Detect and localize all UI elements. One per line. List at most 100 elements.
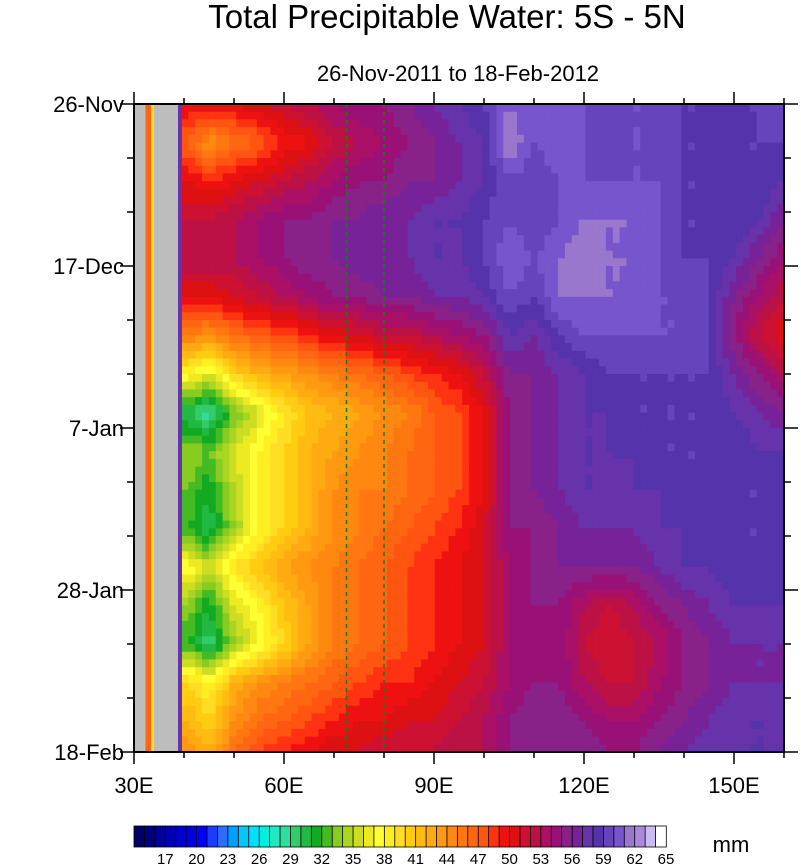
heatmap-cell: [427, 404, 436, 414]
heatmap-cell: [469, 134, 477, 144]
heatmap-cell: [448, 566, 456, 576]
heatmap-cell: [263, 551, 272, 560]
heatmap-cell: [318, 559, 326, 568]
heatmap-cell: [462, 674, 470, 684]
heatmap-cell: [386, 435, 395, 445]
heatmap-cell: [215, 242, 224, 252]
heatmap-cell: [195, 188, 203, 198]
heatmap-cell: [558, 289, 566, 298]
heatmap-cell: [284, 698, 292, 707]
heatmap-cell: [215, 366, 224, 375]
heatmap-cell: [249, 520, 258, 529]
heatmap-cell: [249, 744, 258, 753]
heatmap-cell: [571, 482, 580, 491]
heatmap-cell: [311, 235, 320, 244]
heatmap-cell: [489, 628, 498, 637]
heatmap-cell: [181, 458, 189, 468]
heatmap-cell: [366, 674, 374, 684]
heatmap-cell: [462, 296, 470, 306]
heatmap-cell: [530, 281, 539, 290]
heatmap-cell: [503, 590, 511, 599]
heatmap-cell: [188, 134, 196, 144]
heatmap-cell: [208, 597, 217, 607]
heatmap-cell: [462, 273, 470, 283]
heatmap-cell: [455, 289, 463, 298]
heatmap-cell: [544, 219, 552, 229]
heatmap-cell: [366, 559, 374, 568]
heatmap-cell: [455, 474, 463, 483]
heatmap-cell: [359, 350, 367, 360]
heatmap-cell: [229, 458, 237, 468]
heatmap-cell: [400, 281, 409, 290]
heatmap-cell: [551, 443, 559, 452]
heatmap-cell: [236, 458, 244, 468]
heatmap-cell: [188, 736, 196, 745]
heatmap-cell: [393, 698, 402, 707]
heatmap-cell: [345, 489, 354, 499]
heatmap-cell: [558, 119, 566, 128]
heatmap-cell: [530, 235, 539, 244]
heatmap-cell: [373, 188, 381, 198]
heatmap-cell: [270, 489, 278, 499]
heatmap-cell: [544, 343, 552, 352]
heatmap-cell: [407, 458, 415, 468]
heatmap-cell: [551, 127, 559, 136]
heatmap-cell: [277, 212, 285, 221]
heatmap-cell: [181, 528, 189, 537]
heatmap-cell: [352, 412, 361, 421]
heatmap-cell: [311, 443, 320, 452]
heatmap-cell: [263, 266, 272, 275]
heatmap-cell: [181, 566, 189, 576]
heatmap-cell: [366, 358, 374, 367]
heatmap-cell: [414, 358, 422, 367]
heatmap-cell: [414, 428, 422, 437]
heatmap-cell: [373, 721, 381, 730]
heatmap-cell: [455, 281, 463, 290]
heatmap-cell: [434, 736, 443, 745]
heatmap-cell: [469, 636, 477, 645]
heatmap-cell: [427, 505, 436, 514]
heatmap-cell: [571, 196, 580, 205]
heatmap-cell: [448, 196, 456, 205]
heatmap-cell: [297, 458, 306, 468]
heatmap-cell: [455, 728, 463, 738]
heatmap-cell: [551, 466, 559, 475]
heatmap-cell: [325, 628, 333, 637]
heatmap-cell: [448, 528, 456, 537]
heatmap-cell: [249, 273, 258, 283]
heatmap-cell: [263, 312, 272, 321]
heatmap-cell: [208, 736, 217, 745]
heatmap-cell: [338, 674, 347, 684]
heatmap-cell: [263, 466, 272, 475]
heatmap-cell: [441, 366, 450, 375]
heatmap-cell: [291, 636, 299, 645]
heatmap-cell: [400, 111, 409, 121]
heatmap-cell: [345, 165, 354, 175]
heatmap-cell: [537, 659, 545, 668]
heatmap-cell: [345, 296, 354, 306]
heatmap-cell: [489, 420, 498, 429]
heatmap-cell: [304, 536, 313, 545]
heatmap-cell: [181, 713, 189, 722]
heatmap-cell: [188, 366, 196, 375]
heatmap-cell: [345, 636, 354, 645]
heatmap-cell: [551, 350, 559, 360]
heatmap-cell: [249, 659, 258, 668]
heatmap-cell: [482, 219, 491, 229]
heatmap-cell: [318, 242, 326, 252]
heatmap-cell: [345, 104, 354, 113]
heatmap-cell: [318, 127, 326, 136]
heatmap-cell: [236, 659, 244, 668]
heatmap-cell: [571, 690, 580, 699]
heatmap-cell: [249, 250, 258, 259]
heatmap-cell: [544, 628, 552, 637]
heatmap-cell: [585, 381, 593, 391]
heatmap-cell: [243, 474, 251, 483]
heatmap-cell: [530, 412, 539, 421]
heatmap-cell: [414, 528, 422, 537]
heatmap-cell: [325, 651, 333, 661]
heatmap-cell: [414, 613, 422, 622]
heatmap-cell: [208, 150, 217, 159]
heatmap-cell: [222, 142, 231, 151]
heatmap-cell: [558, 536, 566, 545]
